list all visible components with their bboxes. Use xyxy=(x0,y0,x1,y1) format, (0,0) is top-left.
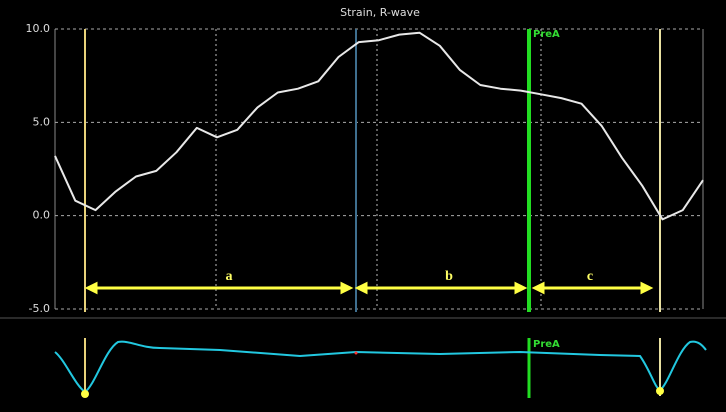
y-tick-label: 10.0 xyxy=(26,22,51,35)
interval-arrows xyxy=(84,281,654,295)
y-tick-label: 0.0 xyxy=(33,209,51,222)
annotation: b xyxy=(445,269,453,284)
y-tick-label: -5.0 xyxy=(29,302,50,315)
vertical-grid xyxy=(215,29,542,309)
y-tick-label: 5.0 xyxy=(33,115,51,128)
strain-line xyxy=(54,31,704,221)
ecg-dot xyxy=(81,390,89,398)
marker-label: PreA xyxy=(533,29,560,40)
annotation: a xyxy=(226,269,233,284)
ecg-dot xyxy=(656,387,664,395)
chart-title: Strain, R-wave xyxy=(340,6,420,19)
annotation: c xyxy=(587,269,593,284)
ecg-marker-label: PreA xyxy=(533,339,560,350)
ecg-dot xyxy=(354,351,358,355)
